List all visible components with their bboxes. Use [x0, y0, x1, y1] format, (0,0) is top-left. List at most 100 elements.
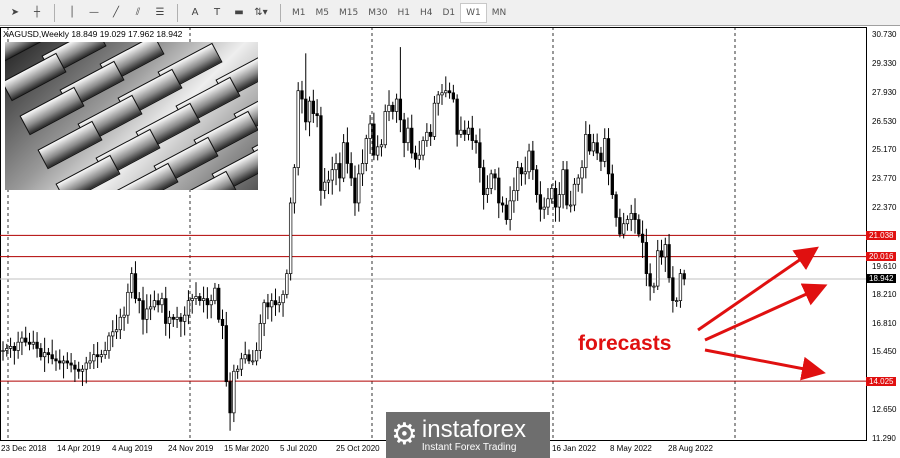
candle-body	[387, 104, 391, 112]
horizontal-line-icon[interactable]: —	[89, 7, 99, 18]
timeframe-m5[interactable]: M5	[315, 7, 330, 18]
candle-body	[16, 341, 20, 351]
candle-body	[682, 273, 686, 280]
timeframe-m30[interactable]: M30	[368, 7, 388, 18]
candle-body	[637, 219, 641, 235]
candle-body	[171, 316, 175, 320]
cursor-icon[interactable]: ➤	[10, 7, 20, 18]
candle-body	[667, 244, 671, 279]
candle-body	[160, 298, 164, 306]
candle-body	[444, 90, 448, 94]
candle-body	[334, 163, 338, 171]
candle-body	[50, 354, 54, 360]
timeframe-h1[interactable]: H1	[397, 7, 410, 18]
price-tick: 18.210	[872, 289, 897, 299]
candle-body	[504, 204, 508, 220]
candle-body	[167, 316, 172, 324]
candle-body	[5, 348, 9, 351]
candle-body	[402, 119, 406, 144]
instaforex-watermark: ⚙ instaforex Instant Forex Trading	[386, 412, 550, 458]
candle-body	[659, 250, 664, 258]
time-tick: 14 Apr 2019	[57, 444, 101, 453]
time-tick: 5 Jul 2020	[280, 444, 317, 453]
chart-caption: XAGUSD,Weekly 18.849 19.029 17.962 18.94…	[3, 29, 183, 39]
candle-body	[12, 346, 17, 351]
candle-body	[519, 167, 524, 175]
candle-body	[277, 302, 281, 306]
candle-body	[42, 352, 47, 358]
candle-body	[205, 298, 210, 306]
candle-body	[459, 129, 463, 135]
candle-body	[103, 350, 107, 356]
candle-body	[485, 188, 490, 195]
candle-body	[565, 169, 569, 206]
price-level-label: 14.025	[866, 376, 897, 386]
candle-body	[489, 173, 493, 189]
timeframe-h4[interactable]: H4	[419, 7, 433, 18]
candle-body	[561, 169, 565, 195]
candle-body	[235, 368, 240, 372]
timeframe-d1[interactable]: D1	[442, 7, 456, 18]
timeframe-mn[interactable]: MN	[491, 7, 507, 18]
candle-body	[341, 142, 346, 179]
price-tick: 22.370	[872, 203, 897, 213]
candle-body	[508, 200, 512, 220]
candle-body	[671, 277, 675, 301]
price-tick: 11.290	[872, 433, 896, 443]
candle-body	[323, 181, 327, 191]
trendline-icon[interactable]: ╱	[112, 7, 120, 18]
candle-body	[270, 300, 274, 308]
timeframe-w1[interactable]: W1	[460, 2, 487, 23]
candle-body	[31, 341, 35, 345]
candle-body	[618, 217, 622, 235]
candle-body	[69, 362, 73, 366]
vertical-line-icon[interactable]: │	[68, 7, 76, 18]
candle-body	[584, 134, 588, 168]
price-level-label: 21.038	[866, 230, 897, 240]
candle-body	[534, 169, 539, 195]
toolbar-separator	[54, 3, 55, 22]
candle-body	[345, 142, 350, 164]
candle-body	[451, 92, 456, 100]
crosshair-icon[interactable]: ┼	[33, 7, 41, 18]
price-chart[interactable]	[0, 27, 900, 458]
fibonacci-icon[interactable]: ☰	[155, 7, 165, 18]
candle-body	[194, 296, 198, 299]
text-label-icon[interactable]: T	[213, 7, 221, 18]
candle-body	[379, 144, 384, 148]
text-icon[interactable]: A	[191, 7, 199, 18]
candle-body	[497, 177, 501, 204]
rectangle-icon[interactable]: ▬	[234, 7, 244, 18]
equidistant-channel-icon[interactable]: ⫽	[135, 7, 141, 18]
price-tick: 19.610	[872, 262, 897, 272]
candle-body	[65, 360, 69, 364]
candle-body	[8, 346, 13, 349]
candle-body	[652, 285, 656, 288]
candle-body	[364, 138, 368, 164]
gear-logo-icon: ⚙	[391, 417, 418, 452]
candle-body	[372, 123, 376, 156]
candle-body	[247, 354, 251, 362]
candle-body	[95, 354, 100, 358]
timeframe-m15[interactable]: M15	[339, 7, 359, 18]
candle-body	[516, 167, 520, 191]
price-tick: 27.930	[872, 87, 897, 97]
timeframe-m1[interactable]: M1	[292, 7, 306, 18]
candle-body	[179, 316, 183, 322]
candle-body	[656, 250, 660, 287]
toolbar-separator	[177, 3, 178, 22]
candle-body	[133, 273, 138, 299]
candle-body	[470, 127, 474, 141]
candle-body	[126, 291, 130, 316]
candle-body	[292, 167, 297, 204]
candle-body	[39, 348, 43, 358]
candle-body	[360, 163, 365, 175]
candle-body	[266, 302, 270, 308]
arrows-icon[interactable]: ⇅▾	[254, 7, 268, 18]
candle-body	[285, 273, 289, 295]
silver-bar	[37, 120, 103, 170]
candle-body	[429, 131, 433, 137]
candle-body	[239, 358, 244, 370]
candle-body	[58, 360, 62, 364]
candle-body	[633, 212, 637, 220]
